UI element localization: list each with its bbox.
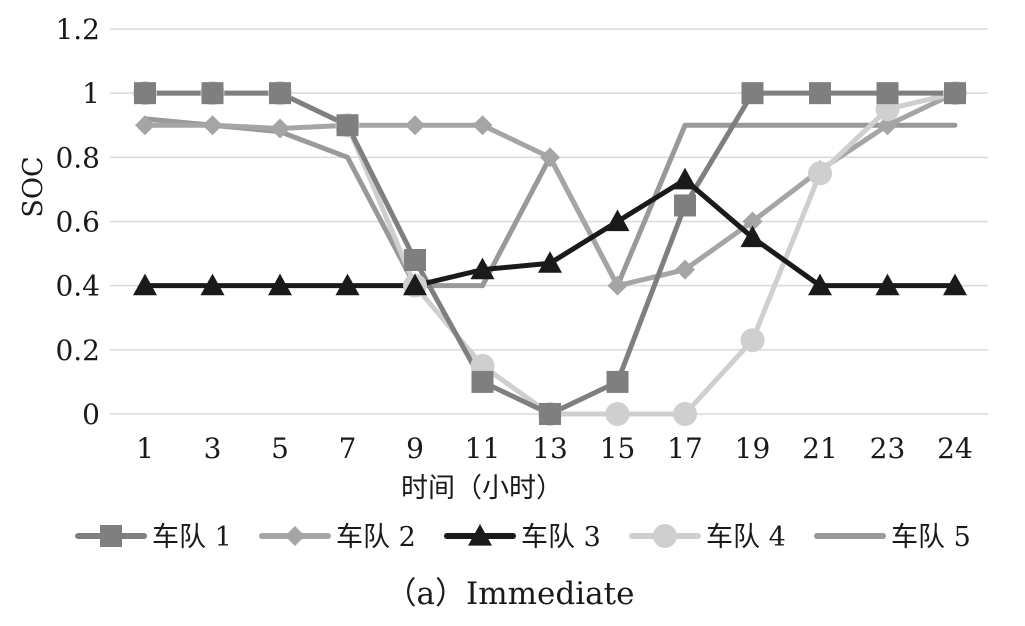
y-tick-label: 0 [82, 398, 100, 431]
data-point-series-2 [742, 211, 763, 232]
y-tick-label: 1.2 [55, 13, 100, 46]
data-point-series-3 [673, 167, 697, 190]
x-tick-label: 13 [532, 432, 568, 465]
legend-label: 车队 4 [706, 522, 786, 553]
legend: 车队 1 车队 2 车队 3 车队 4 车队 5 [75, 522, 971, 553]
data-point-series-1 [606, 370, 629, 393]
y-tick-label: 0.2 [55, 334, 100, 367]
x-tick-label: 1 [136, 432, 154, 465]
legend-label: 车队 3 [521, 522, 601, 553]
x-tick-label: 15 [600, 432, 636, 465]
data-point-series-1 [134, 82, 156, 105]
x-tick-label: 21 [802, 432, 838, 465]
y-axis-title: SOC [18, 156, 49, 217]
legend-item-4: 车队 4 [629, 522, 786, 553]
data-point-series-4 [740, 328, 765, 353]
data-point-series-3 [875, 273, 900, 296]
chart-caption: （a）Immediate [386, 576, 635, 612]
x-tick-label: 11 [465, 432, 501, 465]
x-tick-label: 7 [339, 432, 357, 465]
data-point-series-2 [540, 147, 560, 168]
data-point-series-3 [133, 273, 157, 296]
data-point-series-2 [877, 115, 898, 136]
legend-item-2: 车队 2 [259, 522, 416, 553]
data-point-series-2 [270, 118, 290, 139]
data-point-series-1 [674, 194, 696, 217]
legend-swatch-marker [653, 524, 677, 548]
data-point-series-3 [605, 209, 630, 232]
gridlines [110, 28, 988, 415]
data-point-series-3 [740, 225, 765, 248]
x-tick-label: 17 [667, 432, 703, 465]
legend-label: 车队 5 [891, 522, 971, 553]
data-point-series-1 [944, 82, 966, 105]
data-point-series-4 [605, 402, 630, 426]
data-point-series-3 [808, 273, 832, 296]
x-tick-label: 19 [735, 432, 771, 465]
data-point-series-1 [336, 114, 359, 137]
data-point-series-1 [471, 370, 494, 393]
x-tick-label: 23 [870, 432, 906, 465]
data-point-series-2 [675, 259, 695, 280]
data-point-series-2 [607, 275, 628, 296]
legend-label: 车队 2 [336, 522, 416, 553]
data-point-series-3 [200, 273, 225, 296]
data-point-series-1 [809, 82, 831, 105]
y-tick-label: 0.6 [55, 206, 100, 239]
legend-swatch-marker [100, 525, 122, 547]
x-tick-label: 5 [271, 432, 289, 465]
x-tick-label: 9 [406, 432, 424, 465]
y-tick-labels: 0 0.2 0.4 0.6 0.8 1 1.2 [55, 13, 100, 431]
data-point-series-4 [673, 402, 697, 426]
series-markers [133, 81, 967, 426]
y-tick-label: 0.4 [55, 270, 100, 303]
legend-swatch-marker [285, 526, 305, 546]
data-point-series-3 [538, 251, 562, 273]
y-tick-label: 1 [82, 77, 100, 110]
data-point-series-2 [405, 115, 425, 136]
legend-item-5: 车队 5 [814, 522, 971, 553]
data-point-series-1 [876, 82, 899, 105]
data-point-series-2 [202, 115, 223, 136]
data-point-series-1 [269, 82, 291, 105]
data-point-series-3 [403, 273, 427, 296]
data-point-series-2 [472, 115, 493, 136]
data-point-series-2 [135, 115, 155, 136]
x-tick-label: 3 [204, 432, 222, 465]
x-axis-title: 时间（小时） [401, 473, 563, 504]
legend-item-1: 车队 1 [75, 522, 232, 553]
x-tick-label: 24 [937, 432, 973, 465]
data-point-series-3 [268, 273, 292, 296]
legend-label: 车队 1 [152, 522, 232, 553]
x-tick-labels: 1 3 5 7 9 11 13 15 17 19 21 23 24 [136, 432, 973, 465]
y-tick-label: 0.8 [55, 141, 100, 174]
data-point-series-4 [808, 161, 832, 186]
data-point-series-3 [470, 257, 495, 280]
legend-swatch-marker [468, 524, 492, 546]
data-point-series-1 [404, 249, 426, 271]
legend-item-3: 车队 3 [444, 522, 601, 553]
data-point-series-3 [943, 273, 967, 296]
data-point-series-1 [539, 403, 561, 425]
data-point-series-3 [335, 273, 360, 296]
data-point-series-1 [201, 82, 224, 105]
data-point-series-1 [741, 82, 764, 105]
